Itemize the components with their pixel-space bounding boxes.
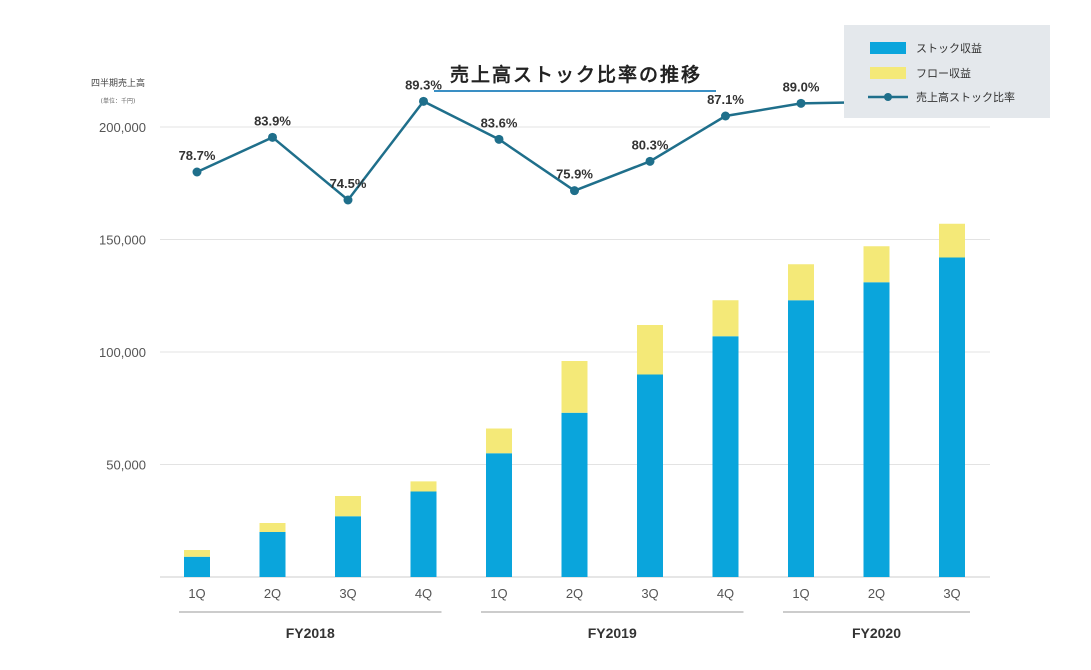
y-tick-label: 100,000 xyxy=(99,345,146,360)
bar-flow xyxy=(486,428,512,454)
legend-swatch-stock xyxy=(870,42,906,54)
chart-title: 売上高ストック比率の推移 xyxy=(450,63,702,86)
group-label: FY2019 xyxy=(588,625,637,641)
ratio-point xyxy=(494,134,504,144)
legend: ストック収益 フロー収益 売上高ストック比率 xyxy=(844,25,1050,118)
y-tick-label: 50,000 xyxy=(106,458,146,473)
x-category-label: 2Q xyxy=(868,586,885,601)
ratio-point xyxy=(645,156,655,166)
x-category-label: 3Q xyxy=(641,586,658,601)
legend-label-flow: フロー収益 xyxy=(916,66,971,80)
ratio-point xyxy=(570,186,579,196)
bar-flow xyxy=(788,264,814,301)
x-category-label: 1Q xyxy=(490,586,507,601)
legend-label-ratio: 売上高ストック比率 xyxy=(916,90,1015,104)
bar-stock xyxy=(863,282,890,577)
x-category-label: 1Q xyxy=(792,586,809,601)
ratio-label: 80.3% xyxy=(632,137,669,152)
ratio-label: 87.1% xyxy=(707,92,744,107)
x-category-label: 3Q xyxy=(943,586,960,601)
y-tick-label: 200,000 xyxy=(99,120,146,135)
bar-flow xyxy=(259,523,286,532)
bar-flow xyxy=(335,496,361,517)
x-category-label: 4Q xyxy=(415,586,432,601)
bar-stock xyxy=(335,516,361,577)
bar-stock xyxy=(712,336,739,577)
ratio-point xyxy=(343,195,353,205)
bar-stock xyxy=(184,556,210,577)
bar-flow xyxy=(939,223,965,258)
ratio-point xyxy=(721,111,730,121)
bar-flow xyxy=(637,325,663,375)
x-category-label: 1Q xyxy=(188,586,205,601)
ratio-label: 83.9% xyxy=(254,113,291,128)
bar-stock xyxy=(410,491,437,577)
ratio-label: 89.0% xyxy=(783,79,820,94)
ratio-line-path xyxy=(196,92,953,202)
bar-flow xyxy=(863,246,890,283)
bar-stock xyxy=(637,374,663,577)
x-category-label: 4Q xyxy=(717,586,734,601)
ratio-label: 83.6% xyxy=(481,115,518,130)
bar-flow xyxy=(561,361,588,413)
y-axis-title: 四半期売上高 xyxy=(91,77,145,89)
y-axis-ticks: 200,000 150,000 100,000 50,000 xyxy=(99,120,146,473)
legend-label-stock: ストック収益 xyxy=(916,41,982,55)
bar-flow xyxy=(410,481,437,492)
bar-flow xyxy=(184,550,210,557)
bar-stock xyxy=(939,257,965,577)
bar-stock xyxy=(561,412,588,577)
ratio-point xyxy=(796,98,806,108)
x-axis-categories: 1Q 2Q 3Q 4Q 1Q 2Q 3Q 4Q 1Q 2Q 3Q xyxy=(188,586,960,601)
bar-flow xyxy=(712,300,739,337)
x-category-label: 2Q xyxy=(566,586,583,601)
x-category-label: 3Q xyxy=(339,586,356,601)
bars xyxy=(184,223,965,577)
y-axis-unit: (単位：千円) xyxy=(101,97,136,105)
ratio-label: 78.7% xyxy=(179,148,216,163)
bar-stock xyxy=(788,300,814,577)
legend-swatch-flow xyxy=(870,67,906,79)
legend-marker-ratio xyxy=(884,93,892,101)
bar-stock xyxy=(486,453,512,577)
y-tick-label: 150,000 xyxy=(99,233,146,248)
fiscal-year-groups: FY2018 FY2019 FY2020 xyxy=(179,611,970,641)
ratio-point xyxy=(192,167,202,177)
x-category-label: 2Q xyxy=(264,586,281,601)
bar-stock xyxy=(259,532,286,577)
ratio-label: 89.3% xyxy=(405,77,442,92)
group-label: FY2018 xyxy=(286,625,335,641)
ratio-point xyxy=(268,132,277,142)
ratio-label: 74.5% xyxy=(330,176,367,191)
ratio-label: 75.9% xyxy=(556,167,593,182)
ratio-point xyxy=(419,96,428,106)
group-label: FY2020 xyxy=(852,625,901,641)
